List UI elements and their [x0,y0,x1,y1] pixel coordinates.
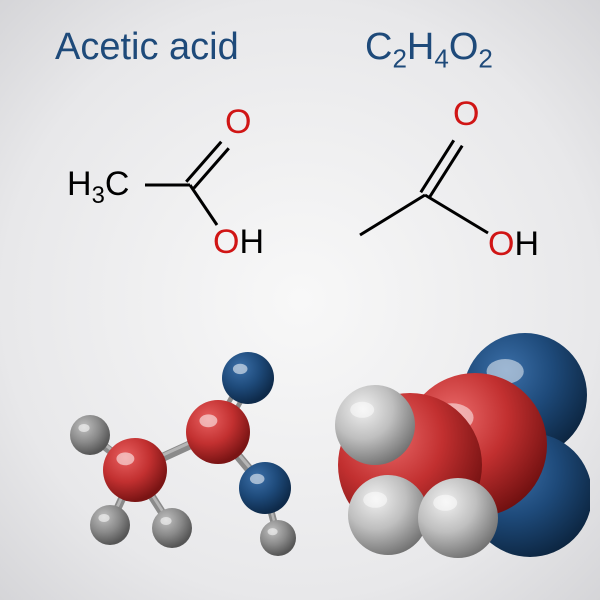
svg-text:H3C: H3C [67,165,129,209]
compound-title: Acetic acid [55,26,239,69]
ball-and-stick-model [40,300,320,580]
svg-text:OH: OH [488,225,539,263]
structural-formula-condensed: H3C O OH [35,95,285,265]
molecular-formula: C2H4O2 [365,26,493,75]
svg-text:OH: OH [213,223,264,261]
structural-formula-skeletal: O OH [340,95,570,265]
svg-text:O: O [225,103,251,141]
space-filling-model [330,300,590,580]
svg-text:O: O [453,95,479,133]
